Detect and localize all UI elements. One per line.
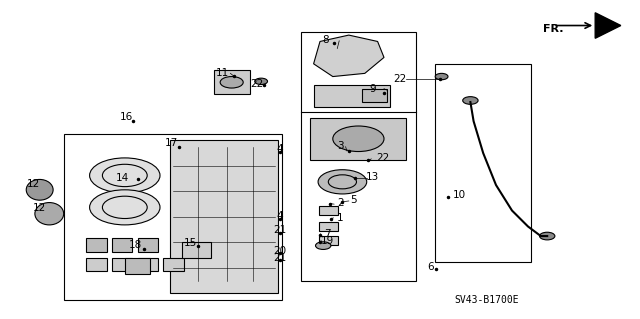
Bar — [112, 238, 132, 252]
Circle shape — [90, 158, 160, 193]
Text: 16: 16 — [120, 112, 133, 122]
Text: 12: 12 — [33, 203, 46, 213]
Polygon shape — [595, 13, 621, 38]
Bar — [214, 70, 250, 94]
Text: 19: 19 — [321, 236, 334, 246]
Text: SV43-B1700E: SV43-B1700E — [454, 295, 518, 305]
Bar — [64, 134, 282, 300]
Ellipse shape — [26, 179, 53, 200]
Bar — [182, 242, 211, 258]
Text: 2: 2 — [337, 198, 344, 208]
Bar — [170, 140, 278, 293]
Text: 22: 22 — [394, 74, 406, 84]
Circle shape — [318, 170, 367, 194]
Ellipse shape — [35, 203, 64, 225]
Circle shape — [255, 78, 268, 85]
Text: 8: 8 — [322, 35, 328, 45]
Text: FR.: FR. — [543, 24, 564, 34]
Text: 18: 18 — [129, 240, 142, 250]
Bar — [310, 118, 406, 160]
Bar — [301, 32, 416, 281]
Circle shape — [435, 73, 448, 80]
Bar — [319, 222, 338, 231]
Bar — [362, 89, 387, 102]
Bar — [435, 64, 531, 262]
Text: 6: 6 — [427, 262, 433, 272]
Text: 5: 5 — [350, 195, 356, 205]
Bar — [125, 258, 150, 274]
Bar — [314, 85, 390, 107]
Bar — [138, 238, 158, 252]
Text: 3: 3 — [337, 141, 344, 151]
Text: 14: 14 — [116, 173, 129, 183]
Text: 4: 4 — [276, 211, 283, 221]
Text: 22: 22 — [251, 78, 264, 89]
Circle shape — [220, 77, 243, 88]
Circle shape — [316, 242, 331, 249]
Text: 20: 20 — [273, 246, 286, 256]
Bar — [163, 258, 184, 271]
Text: 15: 15 — [184, 238, 197, 248]
Text: 7: 7 — [324, 228, 331, 239]
Text: 12: 12 — [27, 179, 40, 189]
Text: 11: 11 — [216, 68, 229, 78]
Text: 4: 4 — [276, 144, 283, 154]
Text: 13: 13 — [366, 172, 379, 182]
Text: 21: 21 — [273, 253, 286, 263]
Bar — [112, 258, 132, 271]
Bar — [319, 236, 338, 245]
Bar — [138, 258, 158, 271]
Text: 22: 22 — [376, 153, 389, 163]
Text: 10: 10 — [453, 190, 466, 200]
Bar — [86, 238, 107, 252]
Bar — [319, 206, 338, 215]
Circle shape — [540, 232, 555, 240]
Bar — [86, 258, 107, 271]
Text: 17: 17 — [165, 138, 178, 148]
Circle shape — [333, 126, 384, 152]
Text: 21: 21 — [273, 225, 286, 235]
Polygon shape — [314, 35, 384, 77]
Text: 1: 1 — [337, 212, 344, 223]
Circle shape — [90, 190, 160, 225]
Text: 9: 9 — [369, 84, 376, 94]
Circle shape — [463, 97, 478, 104]
